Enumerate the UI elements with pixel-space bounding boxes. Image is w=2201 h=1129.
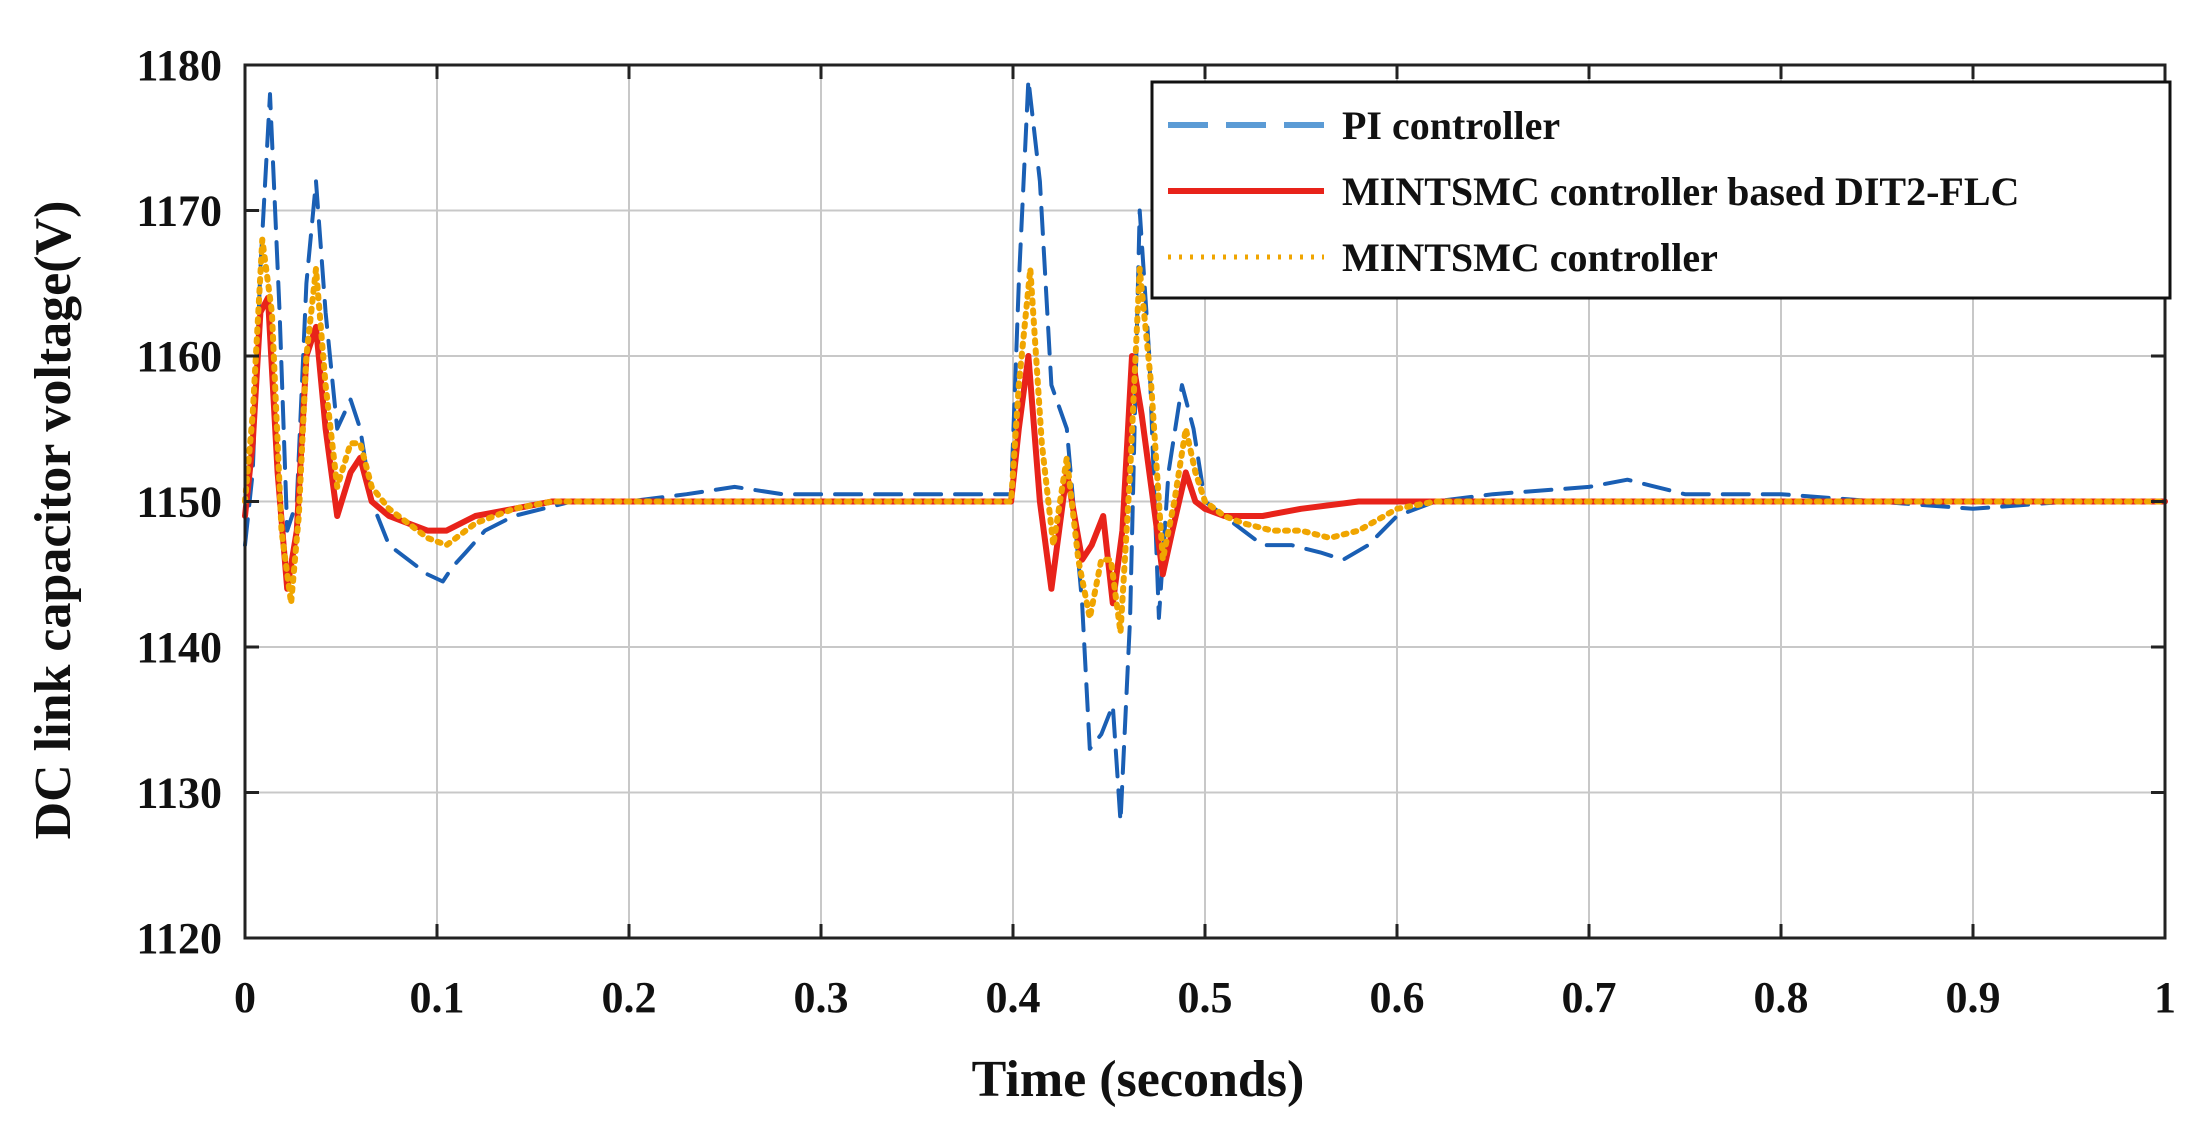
x-tick-label: 0.6 <box>1370 973 1425 1022</box>
x-tick-label: 0 <box>234 973 256 1022</box>
y-tick-label: 1170 <box>136 187 222 236</box>
legend-label-mintsmc-dit2-flc: MINTSMC controller based DIT2-FLC <box>1342 169 2019 214</box>
y-tick-label: 1130 <box>136 769 222 818</box>
series-line-pi-controller <box>243 77 2167 824</box>
legend-label-pi-controller: PI controller <box>1342 103 1560 148</box>
y-tick-label: 1160 <box>136 332 222 381</box>
x-tick-label: 0.2 <box>602 973 657 1022</box>
y-tick-label: 1150 <box>136 478 222 527</box>
x-tick-label: 1 <box>2154 973 2176 1022</box>
y-tick-label: 1120 <box>136 914 222 963</box>
y-tick-label: 1180 <box>136 41 222 90</box>
series-layer <box>242 77 2168 824</box>
x-tick-label: 0.9 <box>1946 973 2001 1022</box>
x-tick-label: 0.4 <box>986 973 1041 1022</box>
x-axis-title: Time (seconds) <box>972 1051 1305 1108</box>
ticks <box>243 63 2167 940</box>
x-tick-label: 0.8 <box>1754 973 1809 1022</box>
y-axis-title: DC link capacitor voltage(V) <box>25 201 82 840</box>
x-tick-label: 0.5 <box>1178 973 1233 1022</box>
y-tick-label: 1140 <box>136 623 222 672</box>
tick-labels: 0 0.1 0.2 0.3 0.4 0.5 0.6 0.7 0.8 0.9 1 1120 1130 114… <box>136 41 2176 1022</box>
legend: PI controller MINTSMC controller based D… <box>1150 80 2172 300</box>
legend-label-mintsmc-controller: MINTSMC controller <box>1342 235 1718 280</box>
x-tick-label: 0.7 <box>1562 973 1617 1022</box>
series-line-mintsmc-controller <box>242 236 2168 636</box>
x-tick-label: 0.3 <box>794 973 849 1022</box>
x-tick-label: 0.1 <box>410 973 465 1022</box>
